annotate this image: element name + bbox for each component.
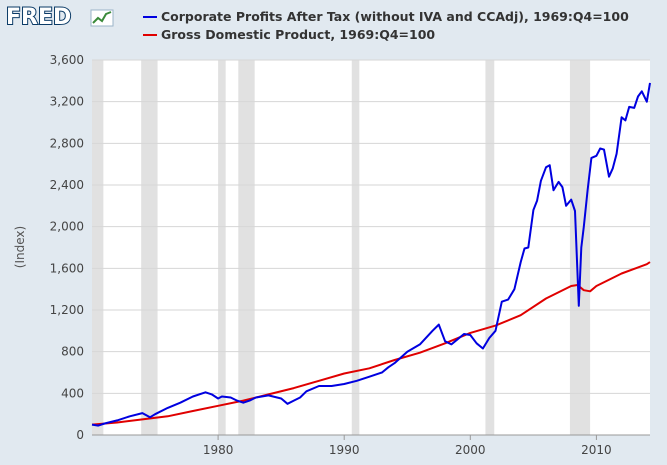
y-axis-title: (Index): [13, 226, 27, 268]
y-tick-label-4: 1,600: [50, 261, 84, 275]
recession-band-2: [218, 60, 226, 435]
y-tick-label-7: 2,800: [50, 136, 84, 150]
recession-band-4: [351, 60, 360, 435]
legend-label-profits: Corporate Profits After Tax (without IVA…: [161, 9, 629, 24]
y-tick-label-8: 3,200: [50, 95, 84, 109]
y-tick-label-2: 800: [61, 345, 84, 359]
x-tick-label-0: 1980: [203, 443, 234, 457]
y-tick-label-1: 400: [61, 386, 84, 400]
recession-bands: [92, 60, 591, 435]
y-tick-label-9: 3,600: [50, 53, 84, 67]
legend: Corporate Profits After Tax (without IVA…: [143, 9, 629, 42]
legend-label-gdp: Gross Domestic Product, 1969:Q4=100: [161, 27, 435, 42]
fred-logo[interactable]: FRED: [5, 4, 114, 31]
recession-band-6: [569, 60, 591, 435]
recession-band-3: [238, 60, 255, 435]
series-lines: [91, 82, 651, 427]
plot-area: [92, 60, 650, 435]
y-tick-label-3: 1,200: [50, 303, 84, 317]
recession-band-1: [141, 60, 158, 435]
recession-band-5: [485, 60, 495, 435]
y-tick-label-6: 2,400: [50, 178, 84, 192]
series-line-profits: [91, 82, 651, 427]
logo-text: FRED: [6, 5, 71, 30]
y-tick-label-0: 0: [76, 428, 84, 442]
series-line-gdp: [91, 261, 651, 426]
x-tick-label-1: 1990: [329, 443, 360, 457]
y-axis: 0 400 800 1,200 1,600 2,000 2,400 2,800 3,200 3,6…: [50, 53, 84, 442]
x-tick-label-2: 2000: [455, 443, 486, 457]
recession-band-0: [92, 60, 104, 435]
x-tick-label-3: 2010: [581, 443, 612, 457]
y-tick-label-5: 2,000: [50, 220, 84, 234]
x-axis: 1980 1990 2000 2010: [92, 434, 650, 457]
logo-chart-icon: [90, 9, 114, 27]
